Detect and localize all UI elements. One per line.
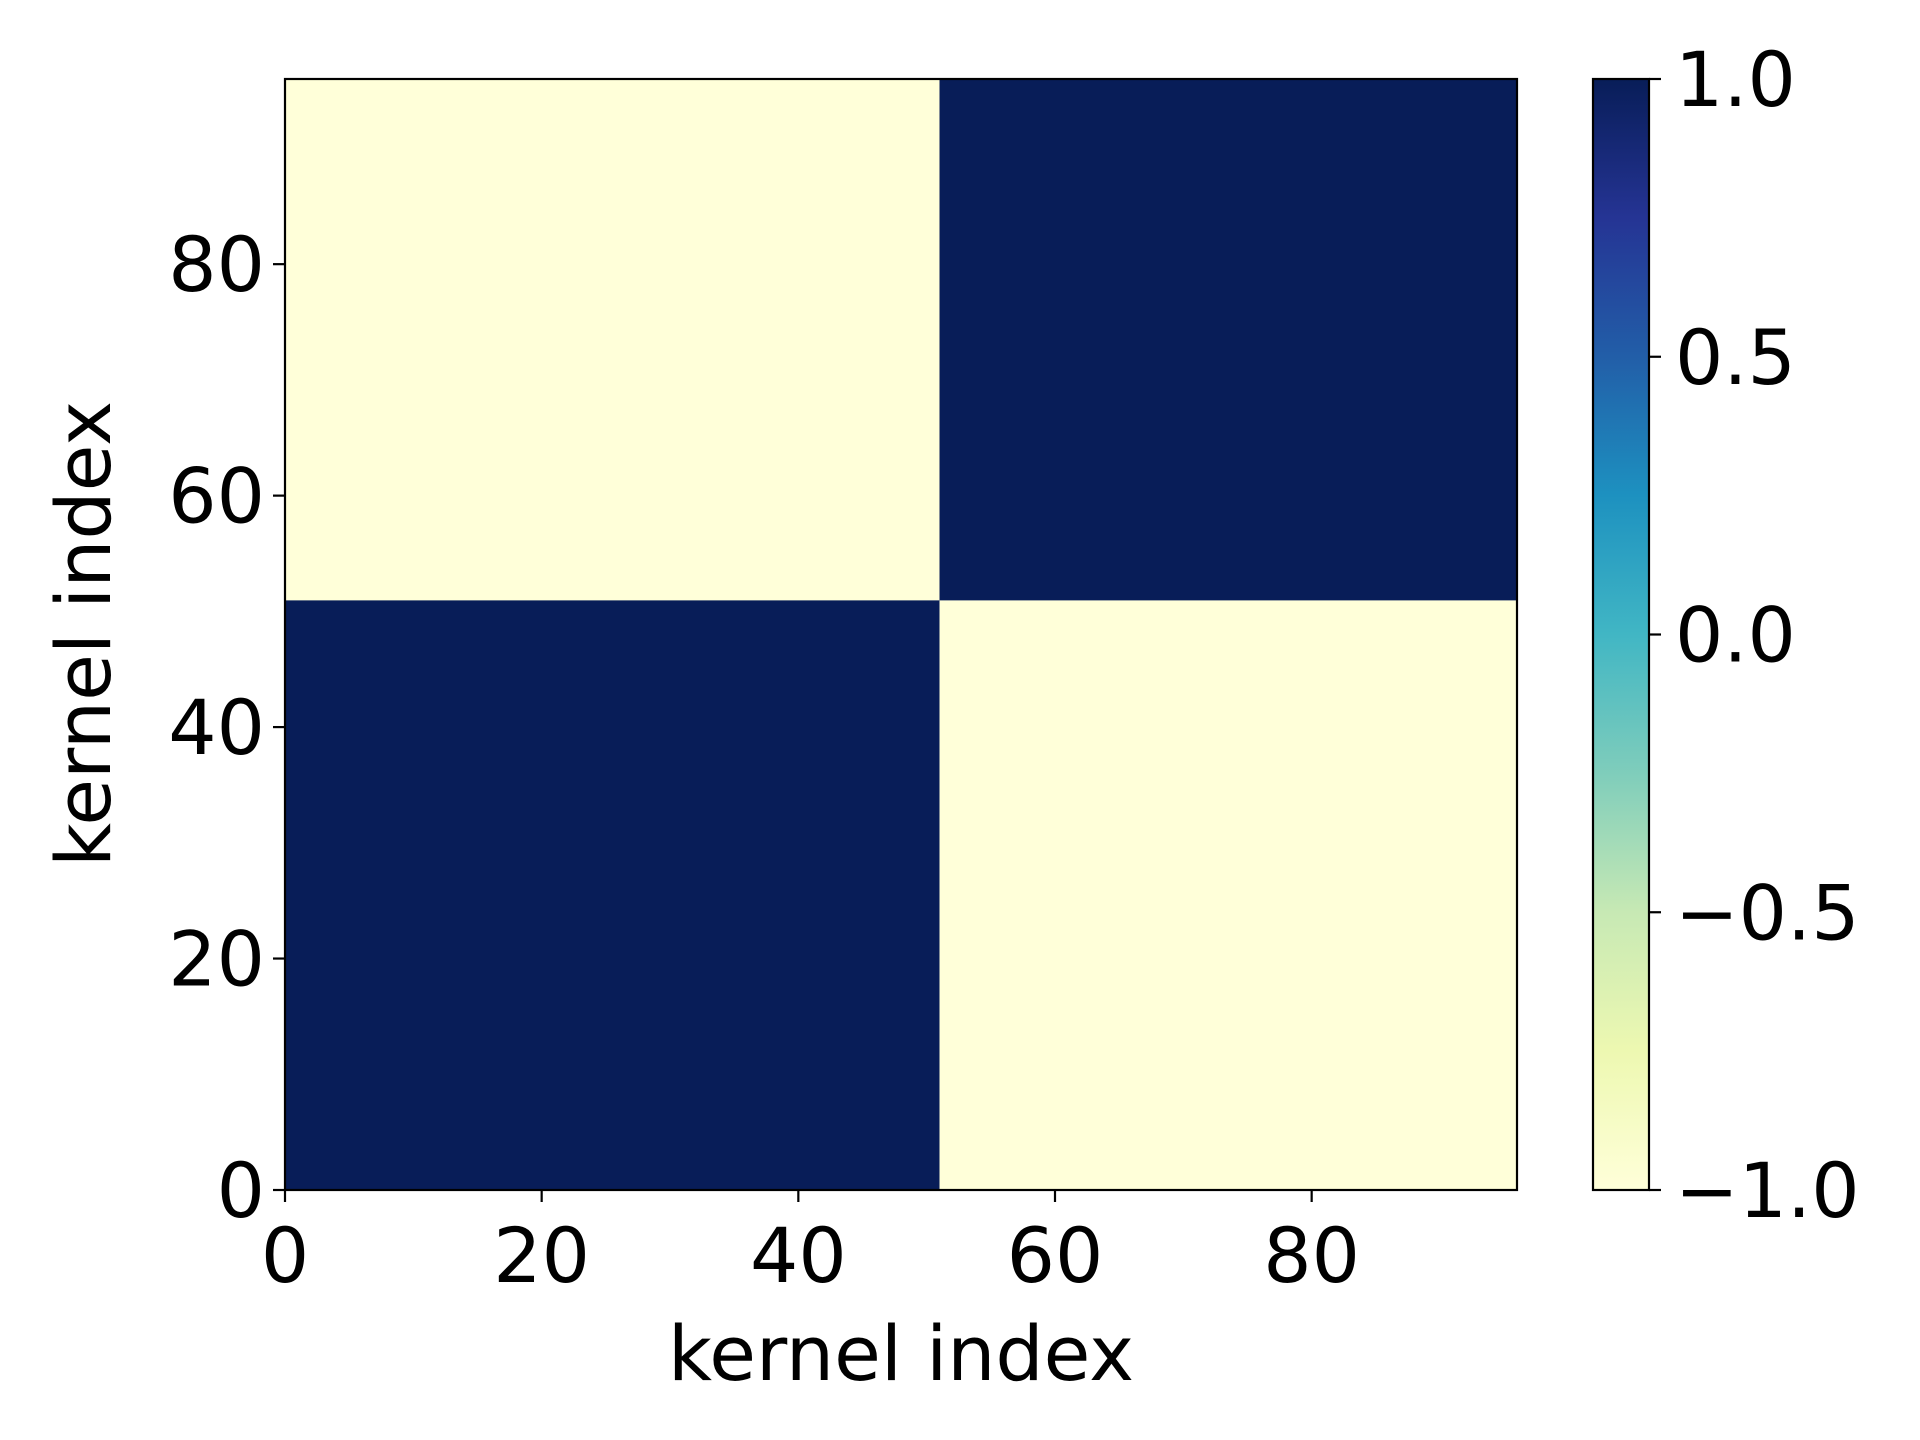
- plot-frame: [283, 77, 1519, 1192]
- x-tick-label: 60: [1007, 1211, 1104, 1300]
- heatmap-cell: [285, 599, 941, 1190]
- colorbar: [1591, 77, 1651, 1192]
- colorbar-ticks: −1.0 −0.5 0.0 0.5 1.0: [1649, 35, 1860, 1235]
- heatmap-cell: [939, 79, 1517, 601]
- x-tick-label: 80: [1263, 1211, 1360, 1300]
- y-tick-label: 40: [168, 683, 265, 772]
- y-tick-label: 0: [217, 1146, 265, 1235]
- colorbar-tick-label: −0.5: [1675, 868, 1860, 957]
- heatmap-cell: [939, 599, 1517, 1190]
- x-tick-label: 0: [261, 1211, 309, 1300]
- heatmap-cells: [285, 79, 1517, 1190]
- x-tick-label: 40: [750, 1211, 847, 1300]
- y-tick-label: 60: [168, 452, 265, 541]
- colorbar-tick-label: 1.0: [1675, 35, 1796, 124]
- x-axis-ticks: 0 20 40 60 80: [261, 1190, 1360, 1300]
- x-axis-label: kernel index: [668, 1309, 1134, 1398]
- y-tick-label: 20: [168, 915, 265, 1004]
- y-axis-ticks: 0 20 40 60 80: [168, 220, 285, 1235]
- y-tick-label: 80: [168, 220, 265, 309]
- colorbar-tick-label: −1.0: [1675, 1146, 1860, 1235]
- colorbar-tick-label: 0.0: [1675, 591, 1796, 680]
- y-axis-label: kernel index: [39, 401, 128, 867]
- heatmap-cell: [285, 79, 941, 601]
- x-tick-label: 20: [493, 1211, 590, 1300]
- colorbar-tick-label: 0.5: [1675, 313, 1796, 402]
